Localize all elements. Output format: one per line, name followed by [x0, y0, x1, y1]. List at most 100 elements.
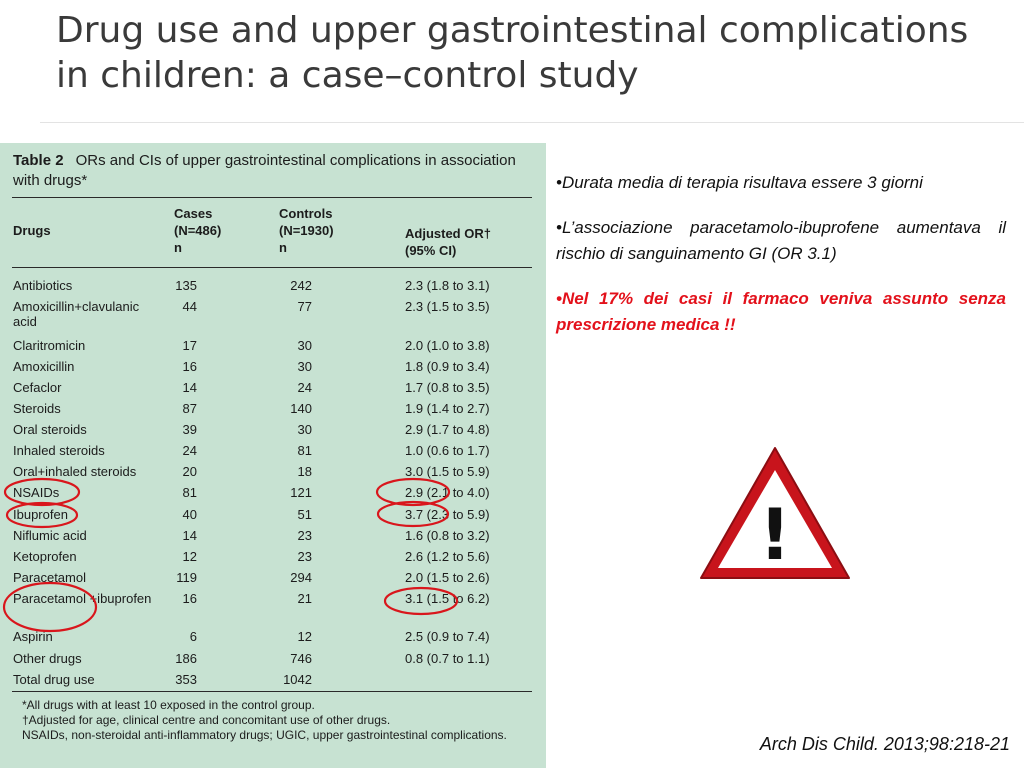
cell-adjusted-or: 3.7 (2.3 to 5.9): [405, 507, 490, 522]
col-header-or: Adjusted OR† (95% CI): [405, 226, 491, 258]
cell-controls: 23: [297, 549, 312, 564]
footnote: NSAIDs, non-steroidal anti-inflammatory …: [22, 728, 507, 742]
cell-controls: 51: [297, 507, 312, 522]
cell-drug: Ketoprofen: [13, 549, 77, 564]
cell-cases: 14: [182, 528, 197, 543]
cell-controls: 1042: [283, 672, 312, 687]
table-number: Table 2: [13, 152, 64, 169]
cell-controls: 24: [297, 380, 312, 395]
cell-adjusted-or: 1.9 (1.4 to 2.7): [405, 401, 490, 416]
cell-cases: 20: [182, 464, 197, 479]
footnote: *All drugs with at least 10 exposed in t…: [22, 698, 315, 712]
cell-drug: Ibuprofen: [13, 507, 68, 522]
cell-drug: Steroids: [13, 401, 61, 416]
bullet-marker: •: [556, 173, 562, 192]
cell-drug: Total drug use: [13, 672, 95, 687]
cell-cases: 17: [182, 338, 197, 353]
cell-adjusted-or: 2.0 (1.0 to 3.8): [405, 338, 490, 353]
col-header-drugs: Drugs: [13, 223, 51, 238]
cell-cases: 24: [182, 443, 197, 458]
cell-controls: 12: [297, 629, 312, 644]
col-header-cases: Cases (N=486) n: [174, 206, 222, 255]
cell-adjusted-or: 0.8 (0.7 to 1.1): [405, 651, 490, 666]
table-top-rule: [12, 197, 532, 198]
cell-adjusted-or: 2.5 (0.9 to 7.4): [405, 629, 490, 644]
cell-adjusted-or: 2.9 (1.7 to 4.8): [405, 422, 490, 437]
cell-adjusted-or: 2.6 (1.2 to 5.6): [405, 549, 490, 564]
cell-controls: 294: [290, 570, 312, 585]
table-footnotes: *All drugs with at least 10 exposed in t…: [22, 698, 522, 743]
cell-drug: Niflumic acid: [13, 528, 87, 543]
bullet-marker: •: [556, 218, 562, 237]
cell-adjusted-or: 1.6 (0.8 to 3.2): [405, 528, 490, 543]
cell-cases: 40: [182, 507, 197, 522]
cell-drug: Amoxicillin+clavulanic acid: [13, 299, 140, 329]
cell-cases: 16: [182, 591, 197, 606]
table-caption: ORs and CIs of upper gastrointestinal co…: [13, 152, 516, 189]
cell-drug: Cefaclor: [13, 380, 62, 395]
bullet-item: •Durata media di terapia risultava esser…: [556, 170, 1006, 196]
cell-drug: NSAIDs: [13, 485, 60, 500]
cell-cases: 6: [189, 629, 197, 644]
cell-cases: 186: [175, 651, 197, 666]
cell-controls: 30: [297, 422, 312, 437]
warning-triangle-icon: !: [700, 447, 850, 579]
cell-controls: 21: [297, 591, 312, 606]
cell-cases: 14: [182, 380, 197, 395]
cell-drug: Amoxicillin: [13, 359, 75, 374]
cell-drug: Paracetamol: [13, 570, 86, 585]
bullet-marker: •: [556, 289, 562, 308]
cell-controls: 121: [290, 485, 312, 500]
cell-adjusted-or: 2.0 (1.5 to 2.6): [405, 570, 490, 585]
warning-exclamation: !: [759, 494, 791, 576]
bullet-text: L’associazione paracetamolo-ibuprofene a…: [556, 218, 1006, 263]
cell-controls: 77: [297, 299, 312, 314]
cell-cases: 16: [182, 359, 197, 374]
cell-cases: 119: [176, 570, 197, 585]
cell-cases: 135: [175, 278, 197, 293]
cell-cases: 87: [182, 401, 197, 416]
footnote: †Adjusted for age, clinical centre and c…: [22, 713, 391, 727]
cell-drug: Oral+inhaled steroids: [13, 464, 137, 479]
cell-cases: 81: [182, 485, 197, 500]
slide-title: Drug use and upper gastrointestinal comp…: [56, 8, 1006, 98]
cell-drug: Paracetamol +ibuprofen: [13, 591, 152, 606]
cell-drug: Antibiotics: [13, 278, 73, 293]
cell-adjusted-or: 1.0 (0.6 to 1.7): [405, 443, 490, 458]
bullet-item: •L’associazione paracetamolo-ibuprofene …: [556, 215, 1006, 267]
cell-drug: Other drugs: [13, 651, 82, 666]
bullet-text: Nel 17% dei casi il farmaco veniva assun…: [556, 289, 1006, 334]
table-bottom-rule: [12, 691, 532, 692]
cell-controls: 30: [297, 338, 312, 353]
cell-controls: 18: [297, 464, 312, 479]
table-panel: Table 2 ORs and CIs of upper gastrointest…: [0, 143, 546, 768]
cell-adjusted-or: 1.7 (0.8 to 3.5): [405, 380, 490, 395]
cell-adjusted-or: 1.8 (0.9 to 3.4): [405, 359, 490, 374]
title-divider: [40, 122, 1024, 123]
col-header-controls: Controls (N=1930) n: [279, 206, 334, 255]
cell-drug: Aspirin: [13, 629, 53, 644]
cell-adjusted-or: 3.0 (1.5 to 5.9): [405, 464, 490, 479]
cell-controls: 30: [297, 359, 312, 374]
cell-cases: 39: [182, 422, 197, 437]
title-line-1: Drug use and upper gastrointestinal comp…: [56, 10, 969, 51]
cell-drug: Inhaled steroids: [13, 443, 105, 458]
cell-controls: 746: [290, 651, 312, 666]
cell-drug: Oral steroids: [13, 422, 87, 437]
bullet-list: •Durata media di terapia risultava esser…: [556, 170, 1006, 357]
cell-drug: Claritromicin: [13, 338, 86, 353]
citation: Arch Dis Child. 2013;98:218-21: [759, 734, 1010, 754]
table-header-rule: [12, 267, 532, 268]
cell-adjusted-or: 2.9 (2.1 to 4.0): [405, 485, 490, 500]
table-heading: Table 2 ORs and CIs of upper gastrointest…: [13, 151, 533, 191]
cell-controls: 81: [297, 443, 312, 458]
cell-controls: 140: [290, 401, 312, 416]
title-line-2: in children: a case–control study: [56, 55, 639, 96]
bullet-text: Durata media di terapia risultava essere…: [561, 173, 923, 192]
cell-cases: 44: [182, 299, 197, 314]
cell-cases: 12: [182, 549, 197, 564]
cell-controls: 23: [297, 528, 312, 543]
cell-adjusted-or: 2.3 (1.5 to 3.5): [405, 299, 490, 314]
cell-controls: 242: [290, 278, 312, 293]
cell-cases: 353: [175, 672, 197, 687]
